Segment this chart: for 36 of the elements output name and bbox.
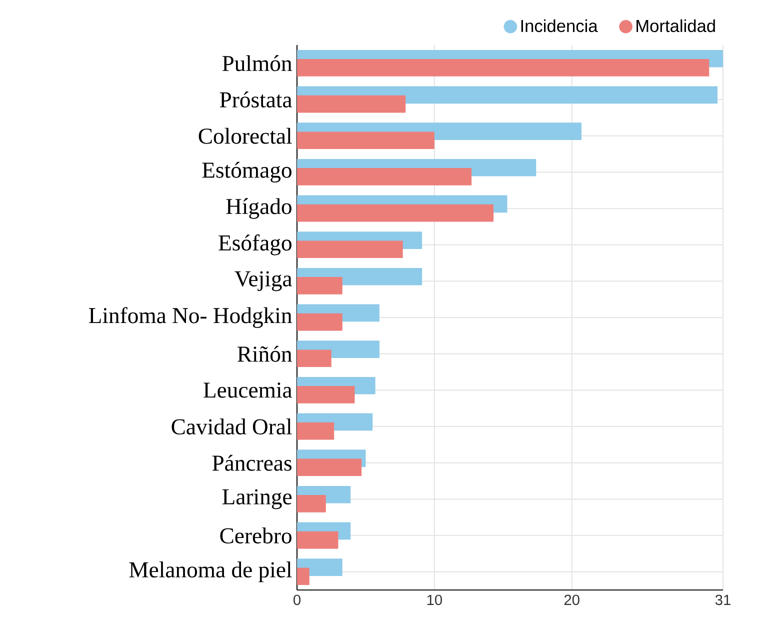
y-tick-label: Colorectal [198,128,292,144]
y-tick-label: Laringe [222,489,292,510]
legend-label: Incidencia [521,19,598,32]
y-tick-label: Esófago [218,234,292,256]
x-tick-label: 20 [564,594,580,606]
y-tick-label: Cavidad Oral [172,418,292,434]
bar [297,458,362,476]
bar [297,132,434,150]
bar [297,95,406,113]
bar [297,204,494,222]
x-tick-label: 31 [715,594,730,606]
y-tick-label: Vejiga [234,271,292,292]
y-tick-label: Páncreas [212,454,292,471]
bar [297,59,710,76]
y-tick-label: Hígado [226,198,292,219]
y-tick-label: Próstata [220,92,292,108]
legend-label: Mortalidad [636,19,715,32]
bar [297,168,472,186]
bar [297,495,326,512]
bar [297,568,310,586]
bar [297,531,338,549]
x-tick-label: 0 [293,594,300,606]
bar [297,277,342,294]
y-tick-label: Riñón [238,346,292,362]
y-tick-label: Pulmón [222,55,292,72]
bar [297,313,342,331]
bar [297,422,334,440]
x-tick-label: 10 [427,594,442,606]
bar [297,386,355,404]
y-tick-label: Linfoma No- Hodgkin [88,307,292,328]
bar [297,350,332,368]
bar [297,240,403,258]
y-tick-label: Estómago [202,162,292,182]
y-tick-label: Cerebro [220,528,292,544]
y-tick-label: Leucemia [204,382,292,398]
y-tick-label: Melanoma de piel [129,562,292,582]
